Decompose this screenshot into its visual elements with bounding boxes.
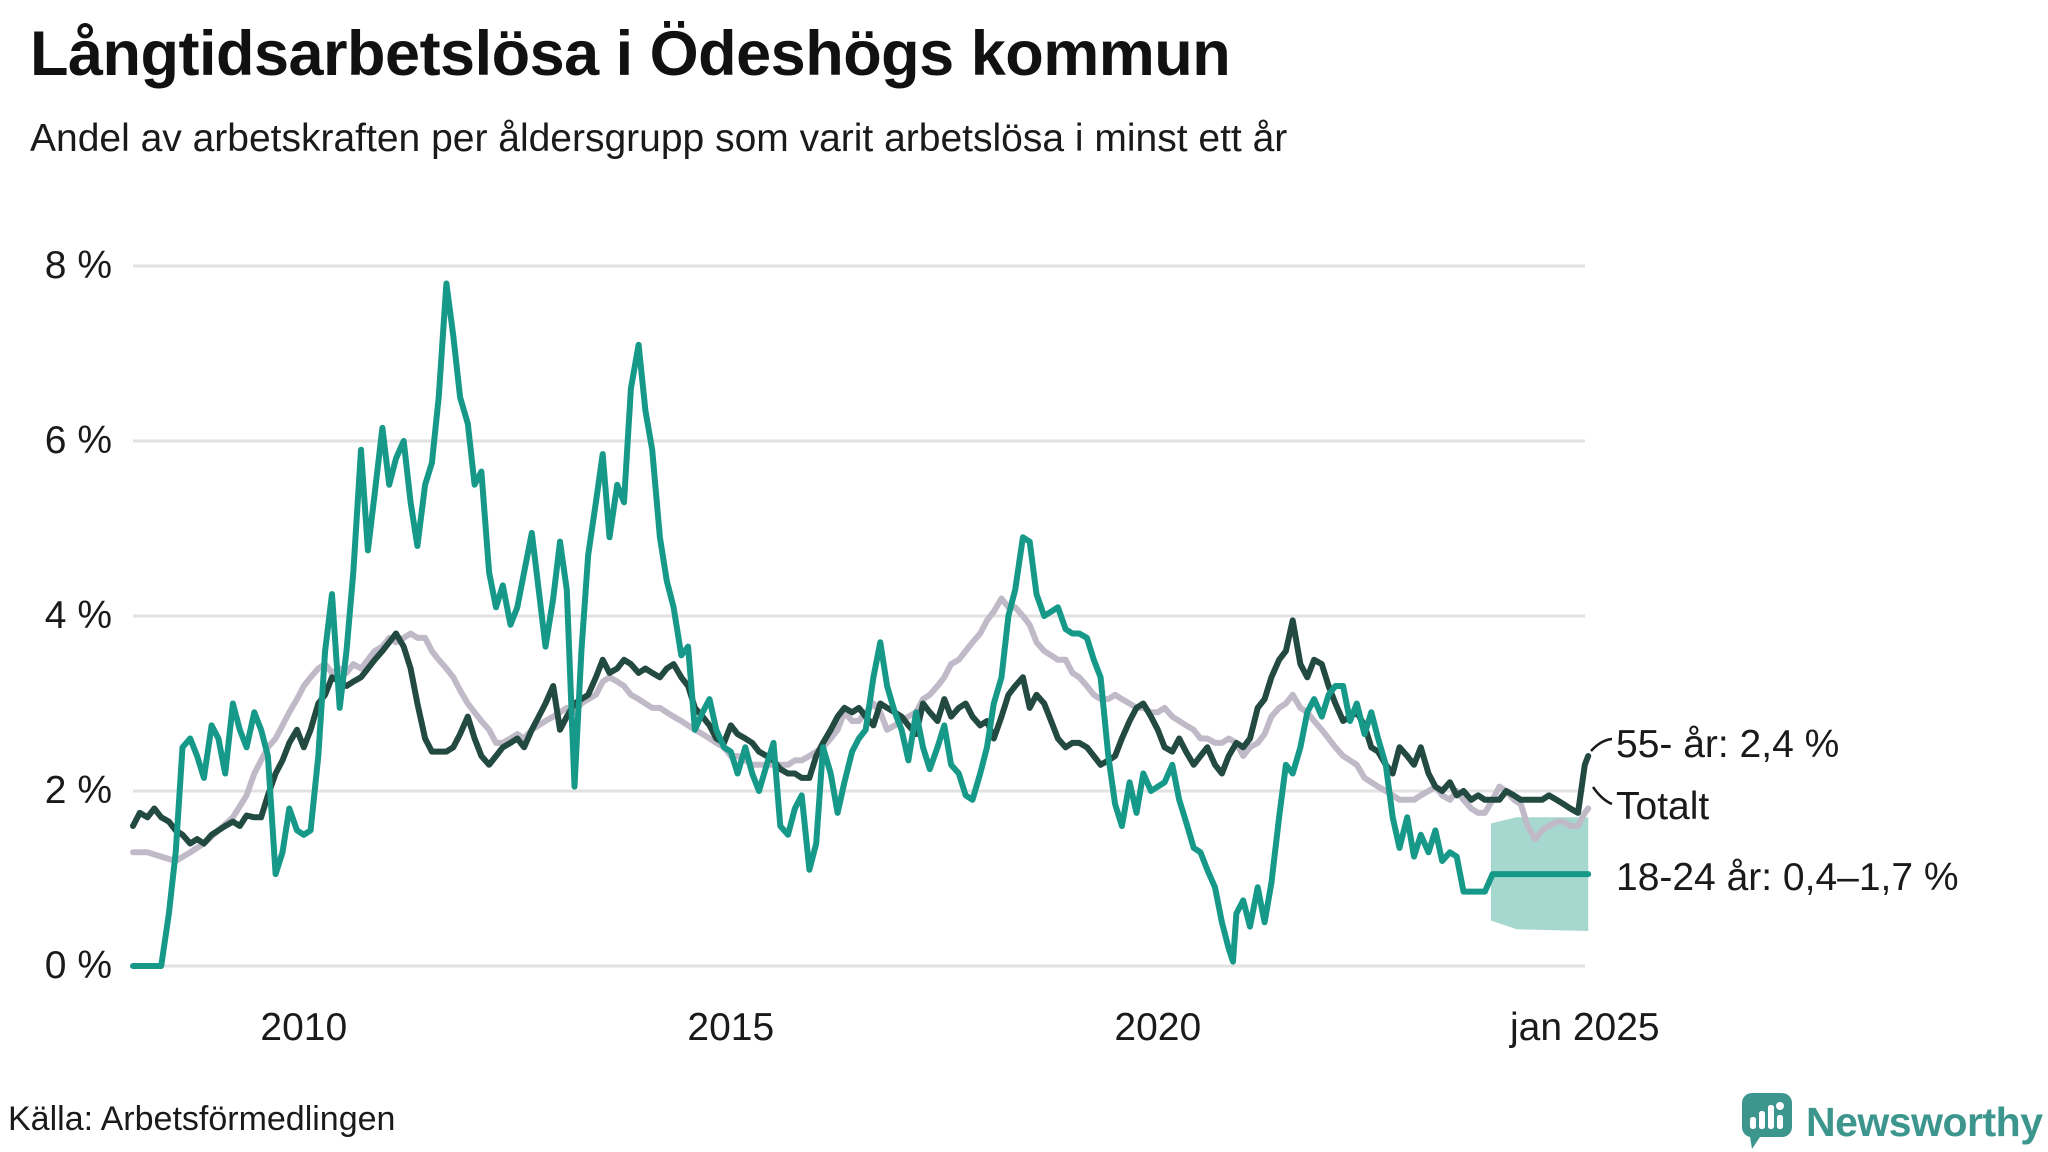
chart-subtitle: Andel av arbetskraften per åldersgrupp s… — [30, 117, 1288, 160]
y-tick-label-2: 2 % — [44, 769, 112, 812]
leader-line-totalt — [1591, 786, 1613, 806]
chart-title: Långtidsarbetslösa i Ödeshögs kommun — [30, 19, 1231, 89]
y-tick-label-4: 4 % — [44, 594, 112, 637]
newsworthy-wordmark: Newsworthy — [1806, 1098, 2043, 1145]
series-line-Totalt — [130, 595, 1592, 864]
y-tick-label-8: 8 % — [44, 244, 112, 287]
leader-line-55-ar — [1590, 737, 1613, 752]
x-tick-label-2025: jan 2025 — [1509, 1006, 1660, 1049]
series-line-18-24år — [130, 280, 1592, 969]
x-tick-label-2010: 2010 — [260, 1006, 348, 1049]
x-tick-label-2015: 2015 — [687, 1006, 775, 1049]
newsworthy-icon — [1742, 1093, 1792, 1149]
x-tick-label-2020: 2020 — [1114, 1006, 1202, 1049]
series-label-18-24-ar: 18-24 år: 0,4–1,7 % — [1616, 855, 1959, 899]
source-note: Källa: Arbetsförmedlingen — [8, 1100, 396, 1138]
y-tick-label-6: 6 % — [44, 419, 112, 462]
series-label-55-ar: 55- år: 2,4 % — [1616, 722, 1840, 766]
y-tick-label-0: 0 % — [44, 944, 112, 987]
series-label-totalt: Totalt — [1616, 784, 1710, 828]
newsworthy-logo: Newsworthy — [1742, 1093, 2043, 1151]
